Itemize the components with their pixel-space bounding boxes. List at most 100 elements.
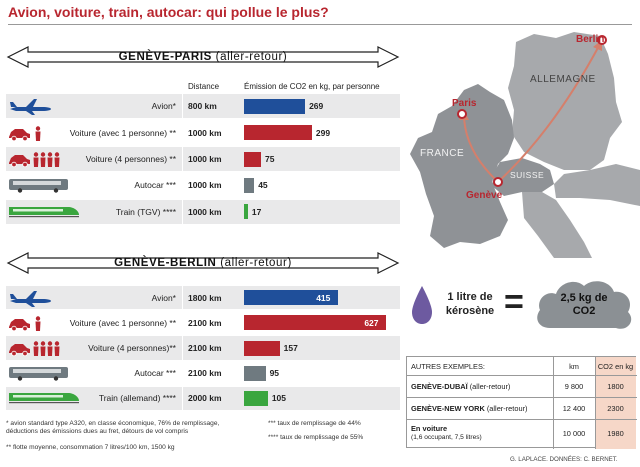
column-separator: [182, 173, 183, 198]
emission-bar: [244, 177, 255, 193]
kerosene-drop-icon: [412, 286, 432, 324]
example-name: GENÈVE-NEW YORK (aller-retour): [411, 404, 528, 413]
italy-shape: [522, 192, 592, 258]
column-separator: [182, 146, 183, 172]
plane-icon: [8, 98, 52, 121]
examples-col-km: km: [569, 362, 579, 371]
category-label: Voiture (avec 1 personne) **: [69, 317, 176, 328]
equals-sign: =: [504, 283, 524, 321]
category-label: Autocar ***: [134, 180, 176, 191]
example-co2: 2300: [607, 404, 624, 413]
category-label: Train (TGV) ****: [115, 206, 176, 217]
route-title-paris: GENÈVE-PARIS (aller-retour): [0, 51, 406, 63]
example-km: 9 800: [564, 382, 584, 391]
emission-value-label: 299: [315, 127, 331, 138]
switzerland-shape: [492, 158, 554, 196]
example-name-bold: En voiture: [411, 424, 448, 433]
city-label-berlin: Berlin: [576, 34, 605, 45]
examples-col-co2: CO2 en kg: [597, 362, 634, 371]
column-separator: [182, 120, 183, 145]
example-km: 12 400: [562, 404, 586, 413]
chart-row: [6, 386, 400, 410]
column-separator: [182, 199, 183, 224]
column-separator: [182, 286, 183, 310]
distance-value: 1000 km: [188, 127, 222, 138]
car-4-persons-icon: [8, 340, 62, 362]
emission-value-label: 75: [265, 154, 275, 164]
distance-value: 1000 km: [188, 206, 222, 217]
route-arc-berlin: [497, 43, 601, 183]
footnote-car: ** flotte moyenne, consommation 7 litres…: [6, 444, 175, 451]
emission-bar: [244, 365, 266, 381]
chart-paris: Avion* 800 km 269 Voiture (avec 1 personne)…: [6, 94, 400, 226]
emission-bar: [244, 204, 248, 220]
kerosene-line1: 1 litre de: [447, 291, 493, 303]
footnote-plane-line2: déductions des émissions dues au fret, d…: [6, 428, 189, 436]
co2-column-bg: [595, 357, 636, 449]
column-separator: [182, 361, 183, 385]
car-1-person-icon: [8, 315, 44, 337]
footnote-bus: *** taux de remplissage de 44%: [268, 420, 361, 427]
country-label-switzerland: SUISSE: [510, 170, 545, 180]
footnote-plane: * avion standard type A320, en classe éc…: [6, 420, 219, 437]
distance-value: 1000 km: [188, 154, 222, 164]
plane-icon: [8, 290, 52, 313]
car-4-persons-icon: [8, 151, 62, 173]
distance-value: 1800 km: [188, 292, 222, 303]
distance-value: 2100 km: [188, 343, 222, 353]
chart-row: [6, 94, 400, 119]
route-suffix: (aller-retour): [211, 51, 288, 63]
emission-value-label: 17: [251, 206, 262, 217]
co2-result-line1: 2,5 kg de: [560, 292, 608, 304]
example-km: 10 000: [562, 429, 586, 438]
example-name-bold: GENÈVE-NEW YORK: [411, 404, 485, 413]
city-label-geneve: Genève: [466, 190, 503, 201]
title-rule: [8, 24, 632, 25]
distance-value: 2100 km: [188, 317, 222, 328]
example-name-rest: (aller-retour): [484, 404, 528, 413]
route-name: GENÈVE-BERLIN: [114, 257, 217, 269]
city-dot-paris: [457, 109, 467, 119]
kerosene-line2: kérosène: [445, 305, 495, 317]
car-1-person-icon: [8, 125, 44, 147]
france-shape: [410, 84, 514, 248]
emission-value-label: 627: [364, 317, 379, 328]
emission-value-label: 157: [283, 343, 298, 353]
examples-header: AUTRES EXEMPLES:: [411, 362, 485, 371]
credit-line: G. LAPLACE. DONNÉES: C. BERNET.: [510, 456, 618, 463]
page-title: Avion, voiture, train, autocar: qui poll…: [8, 4, 329, 20]
example-co2: 1800: [607, 382, 624, 391]
emission-bar: [244, 290, 339, 306]
emission-bar: [244, 98, 306, 114]
emission-value-label: 45: [258, 180, 268, 191]
distance-value: 2100 km: [188, 368, 222, 379]
distance-value: 800 km: [188, 101, 217, 112]
route-name: GENÈVE-PARIS: [118, 51, 212, 63]
column-separator: [182, 94, 183, 119]
column-emission-header: Émission de CO2 en kg, par personne: [244, 82, 380, 91]
kerosene-label: 1 litre de kérosène: [438, 290, 502, 318]
example-name-rest: (aller-retour): [467, 382, 511, 391]
city-dot-geneve: [493, 177, 503, 187]
route-arrow-paris: [6, 46, 400, 68]
austria-shape: [554, 164, 640, 206]
examples-table: AUTRES EXEMPLES: km CO2 en kg GENÈVE-DUB…: [406, 356, 637, 449]
category-label: Voiture (avec 1 personne) **: [69, 127, 176, 138]
chart-row: [6, 336, 400, 360]
emission-value-label: 415: [316, 292, 331, 303]
table-row: GENÈVE-DUBAÏ (aller-retour) 9 800 1800: [407, 375, 637, 397]
emission-value-label: 95: [269, 368, 280, 379]
bus-icon: [8, 365, 70, 386]
column-separator: [182, 386, 183, 410]
chart-row: [6, 146, 400, 172]
category-label: Voiture (4 personnes)**: [88, 343, 176, 353]
emission-value-label: 105: [271, 393, 287, 404]
example-name-bold: GENÈVE-DUBAÏ: [411, 382, 468, 391]
table-row: GENÈVE-NEW YORK (aller-retour) 12 400 23…: [407, 397, 637, 419]
column-separator: [182, 336, 183, 360]
route-arrow-berlin: [6, 252, 400, 274]
example-co2: 1980: [607, 429, 624, 438]
train-icon: [8, 204, 80, 223]
emission-value-label: 269: [309, 101, 324, 112]
route-arc-paris: [463, 113, 499, 183]
